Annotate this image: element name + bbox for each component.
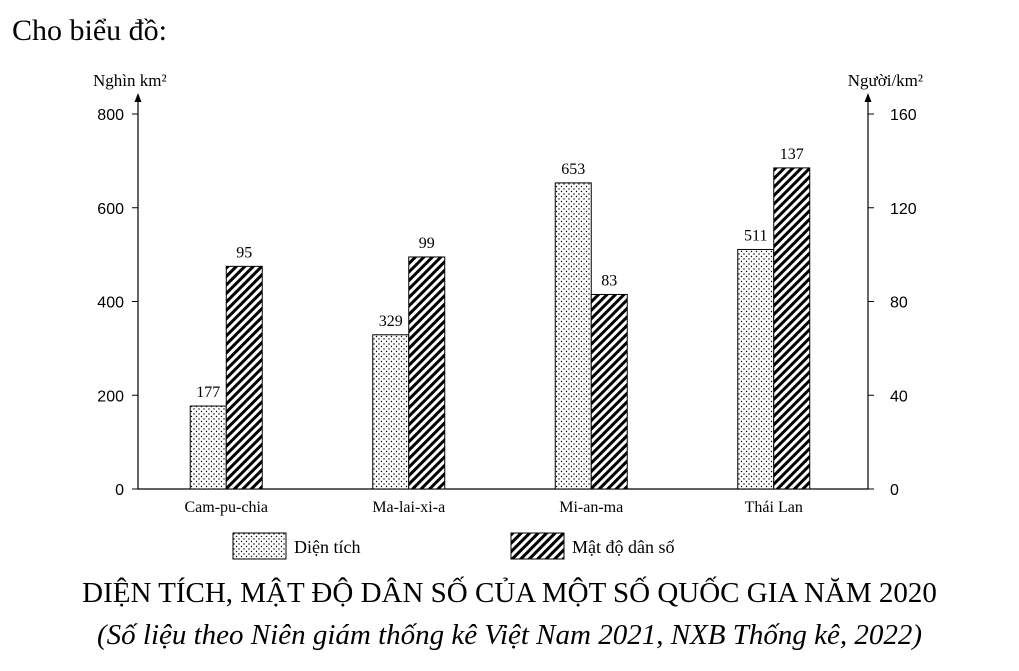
chart-source: (Số liệu theo Niên giám thống kê Việt Na…: [96, 619, 923, 651]
data-label: 177: [196, 384, 220, 401]
data-label: 137: [780, 146, 804, 163]
legend-swatch: [232, 532, 287, 560]
data-label: 511: [744, 227, 767, 244]
bar-area: [737, 248, 775, 490]
category-label: Mi-an-ma: [559, 499, 623, 516]
bar-density: [408, 256, 446, 490]
left-tick-label: 800: [97, 107, 124, 124]
right-tick-label: 120: [890, 201, 917, 218]
bar-density: [773, 167, 811, 490]
category-label: Ma-lai-xi-a: [372, 499, 445, 516]
left-tick-label: 400: [97, 295, 124, 312]
data-label: 99: [419, 235, 435, 252]
bar-area: [372, 334, 410, 490]
left-axis-title: Nghìn km²: [93, 71, 167, 90]
intro-text: Cho biểu đồ:: [12, 14, 167, 47]
data-label: 95: [236, 244, 252, 261]
left-tick-label: 200: [97, 388, 124, 405]
legend-label: Diện tích: [294, 537, 360, 557]
category-label: Cam-pu-chia: [184, 499, 268, 516]
data-label: 83: [601, 272, 617, 289]
right-tick-label: 40: [890, 388, 908, 405]
left-tick-label: 600: [97, 201, 124, 218]
left-tick-label: 0: [115, 482, 124, 499]
category-label: Thái Lan: [745, 499, 803, 516]
bar-area: [189, 405, 227, 490]
data-label: 653: [561, 161, 585, 178]
right-axis-title: Người/km²: [848, 71, 923, 90]
left-axis-arrow: [134, 93, 142, 102]
right-axis-arrow: [864, 93, 872, 102]
right-tick-label: 0: [890, 482, 899, 499]
right-tick-label: 160: [890, 107, 917, 124]
legend-label: Mật độ dân số: [572, 537, 675, 557]
bar-density: [225, 265, 263, 490]
bar-area: [554, 182, 592, 490]
right-tick-label: 80: [890, 295, 908, 312]
chart-title: DIỆN TÍCH, MẬT ĐỘ DÂN SỐ CỦA MỘT SỐ QUỐC…: [82, 577, 937, 609]
data-label: 329: [379, 313, 403, 330]
legend-swatch: [510, 532, 565, 560]
bar-chart: Nghìn km² Người/km² 0 200 400 600 800 0 40 80 120 1…: [93, 71, 923, 560]
bar-density: [590, 293, 628, 490]
